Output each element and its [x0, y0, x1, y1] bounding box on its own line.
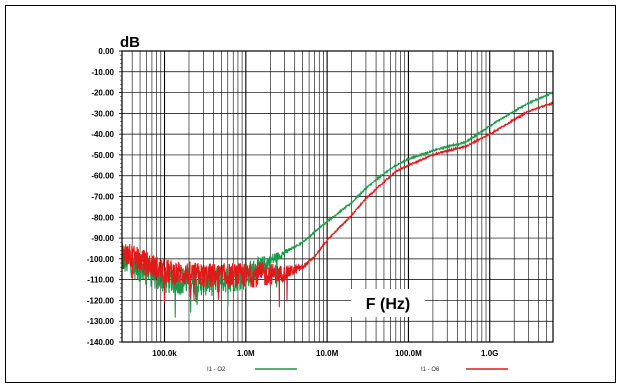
- legend-label-series-1: I1 - O2: [207, 367, 226, 373]
- major-grid: [122, 51, 553, 342]
- y-tick-label: -110.00: [87, 276, 114, 285]
- x-tick-label: 1.0M: [237, 349, 255, 358]
- y-tick-label: 0.00: [98, 47, 114, 56]
- x-tick-label: 1.0G: [481, 349, 498, 358]
- y-tick-label: -60.00: [91, 172, 114, 181]
- y-tick-label: -130.00: [87, 317, 115, 326]
- x-axis-ticks: 100.0k 1.0M 10.0M 100.0M 1.0G: [152, 349, 498, 358]
- series-line-2: [121, 100, 554, 308]
- y-tick-label: -30.00: [91, 109, 114, 118]
- x-axis-label: F (Hz): [366, 296, 410, 313]
- y-axis-label: dB: [120, 34, 140, 51]
- y-tick-label: -120.00: [87, 296, 115, 305]
- series-layer: [121, 91, 554, 318]
- x-axis-label-box: [351, 289, 425, 317]
- y-tick-label: -80.00: [91, 213, 114, 222]
- y-tick-label: -90.00: [91, 234, 114, 243]
- x-tick-label: 10.0M: [316, 349, 339, 358]
- legend: I1 - O2 I1 - O6: [207, 367, 508, 373]
- y-tick-label: -100.00: [87, 255, 115, 264]
- y-tick-label: -140.00: [87, 338, 115, 347]
- legend-label-series-2: I1 - O6: [421, 367, 440, 373]
- y-axis-ticks: 0.00 -10.00 -20.00 -30.00 -40.00 -50.00 -60.00…: [87, 47, 122, 347]
- series-line-1: [121, 91, 554, 318]
- y-tick-label: -70.00: [91, 193, 114, 202]
- x-tick-label: 100.0k: [152, 349, 177, 358]
- y-tick-label: -20.00: [91, 89, 114, 98]
- y-tick-label: -10.00: [91, 68, 114, 77]
- y-tick-label: -40.00: [91, 130, 114, 139]
- x-tick-label: 100.0M: [395, 349, 422, 358]
- y-tick-label: -50.00: [91, 151, 114, 160]
